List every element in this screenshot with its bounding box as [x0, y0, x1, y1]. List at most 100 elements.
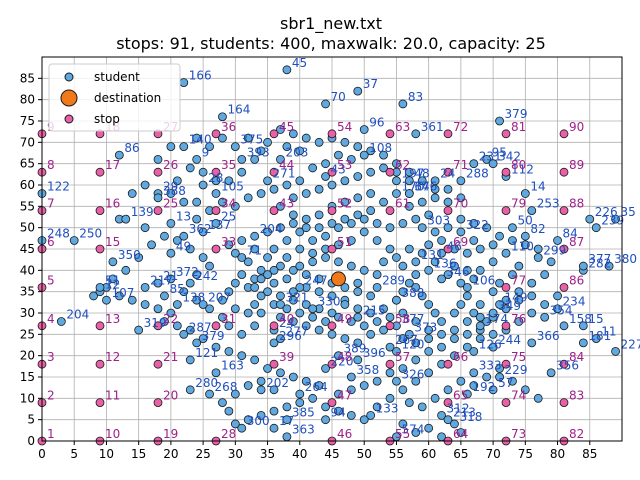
- student-point: [392, 176, 401, 186]
- student-label: 280: [195, 376, 218, 390]
- stop-point: [501, 167, 511, 177]
- student-point: [288, 287, 298, 297]
- y-tick-label: 25: [20, 327, 35, 341]
- student-label: 48: [414, 167, 429, 181]
- student-label: 108: [369, 141, 392, 155]
- student-point: [230, 201, 240, 211]
- student-point: [398, 261, 408, 271]
- student-point: [282, 415, 292, 425]
- student-label: 136: [434, 256, 457, 270]
- stop-label: 66: [453, 350, 468, 364]
- student-point: [89, 291, 98, 301]
- student-point: [514, 317, 524, 326]
- student-point: [366, 146, 376, 156]
- student-point: [314, 137, 324, 147]
- student-label: 21: [163, 269, 178, 283]
- student-point: [404, 398, 414, 408]
- student-point: [353, 338, 363, 348]
- student-point: [553, 304, 562, 314]
- student-point: [353, 355, 363, 365]
- student-label: 82: [530, 222, 545, 236]
- stop-label: 31: [221, 312, 236, 326]
- student-point: [282, 65, 292, 75]
- student-point: [450, 325, 459, 335]
- student-point: [256, 189, 266, 198]
- stop-point: [211, 206, 221, 216]
- student-label: 220: [331, 354, 354, 368]
- stop-label: 45: [279, 120, 294, 134]
- student-point: [482, 317, 492, 326]
- stop-point: [559, 359, 569, 369]
- student-label: 253: [537, 197, 560, 211]
- y-tick-label: 75: [20, 114, 35, 128]
- student-point: [269, 338, 279, 348]
- student-point: [192, 214, 202, 224]
- student-label: 213: [453, 406, 476, 420]
- student-label: 247: [305, 273, 328, 287]
- student-point: [147, 240, 156, 250]
- student-point: [243, 257, 253, 267]
- stop-point: [211, 167, 221, 177]
- student-point: [398, 419, 408, 429]
- student-label: 95: [492, 145, 507, 159]
- student-point: [198, 227, 208, 237]
- stop-label: 22: [163, 312, 178, 326]
- student-point: [160, 317, 169, 326]
- student-point: [392, 346, 401, 356]
- student-point: [508, 376, 517, 386]
- stop-point: [443, 206, 453, 216]
- student-point: [450, 351, 459, 361]
- stop-point: [211, 244, 221, 254]
- x-tick-label: 10: [99, 447, 114, 461]
- stop-label: 70: [453, 197, 468, 211]
- student-label: 389: [343, 342, 366, 356]
- student-point: [218, 197, 227, 207]
- student-point: [334, 351, 343, 361]
- student-point: [237, 351, 247, 361]
- student-label: 312: [447, 401, 470, 415]
- student-point: [327, 308, 337, 318]
- student-point: [166, 218, 176, 228]
- student-point: [424, 325, 434, 335]
- student-point: [314, 210, 324, 220]
- stop-label: 20: [163, 389, 178, 403]
- student-point: [295, 282, 305, 292]
- student-point: [488, 385, 498, 395]
- legend: student destination stop: [48, 63, 181, 132]
- student-point: [334, 389, 343, 399]
- student-point: [346, 218, 356, 228]
- student-label: 362: [189, 222, 212, 236]
- stop-label: 90: [569, 120, 584, 134]
- student-point: [340, 214, 350, 224]
- student-label: 24: [440, 167, 455, 181]
- student-point: [166, 248, 176, 258]
- student-point: [456, 176, 466, 186]
- student-label: 379: [505, 107, 528, 121]
- y-axis-ticks: 0 5 10 15 20 25 30 35 40 45 50 55 60 65 70 75 80 85: [20, 71, 42, 448]
- student-point: [334, 223, 343, 233]
- stop-point: [443, 129, 453, 139]
- student-point: [237, 154, 247, 164]
- student-point: [314, 287, 324, 297]
- student-point: [172, 300, 182, 309]
- stop-point: [327, 359, 337, 369]
- student-point: [166, 189, 176, 198]
- y-tick-label: 80: [20, 93, 35, 107]
- student-label: 86: [124, 141, 139, 155]
- student-point: [211, 176, 221, 186]
- student-point: [353, 312, 363, 322]
- student-label: 288: [466, 167, 489, 181]
- student-label: 242: [195, 269, 218, 283]
- student-point: [301, 300, 311, 309]
- student-point: [192, 338, 202, 348]
- student-point: [411, 428, 421, 437]
- stop-label: 58: [395, 312, 410, 326]
- student-point: [398, 364, 408, 373]
- student-label: 37: [363, 77, 378, 91]
- student-point: [321, 253, 330, 262]
- student-point: [269, 184, 279, 194]
- student-label: 12: [105, 278, 120, 292]
- student-point: [417, 223, 427, 233]
- student-point: [288, 317, 298, 326]
- student-point: [102, 295, 111, 305]
